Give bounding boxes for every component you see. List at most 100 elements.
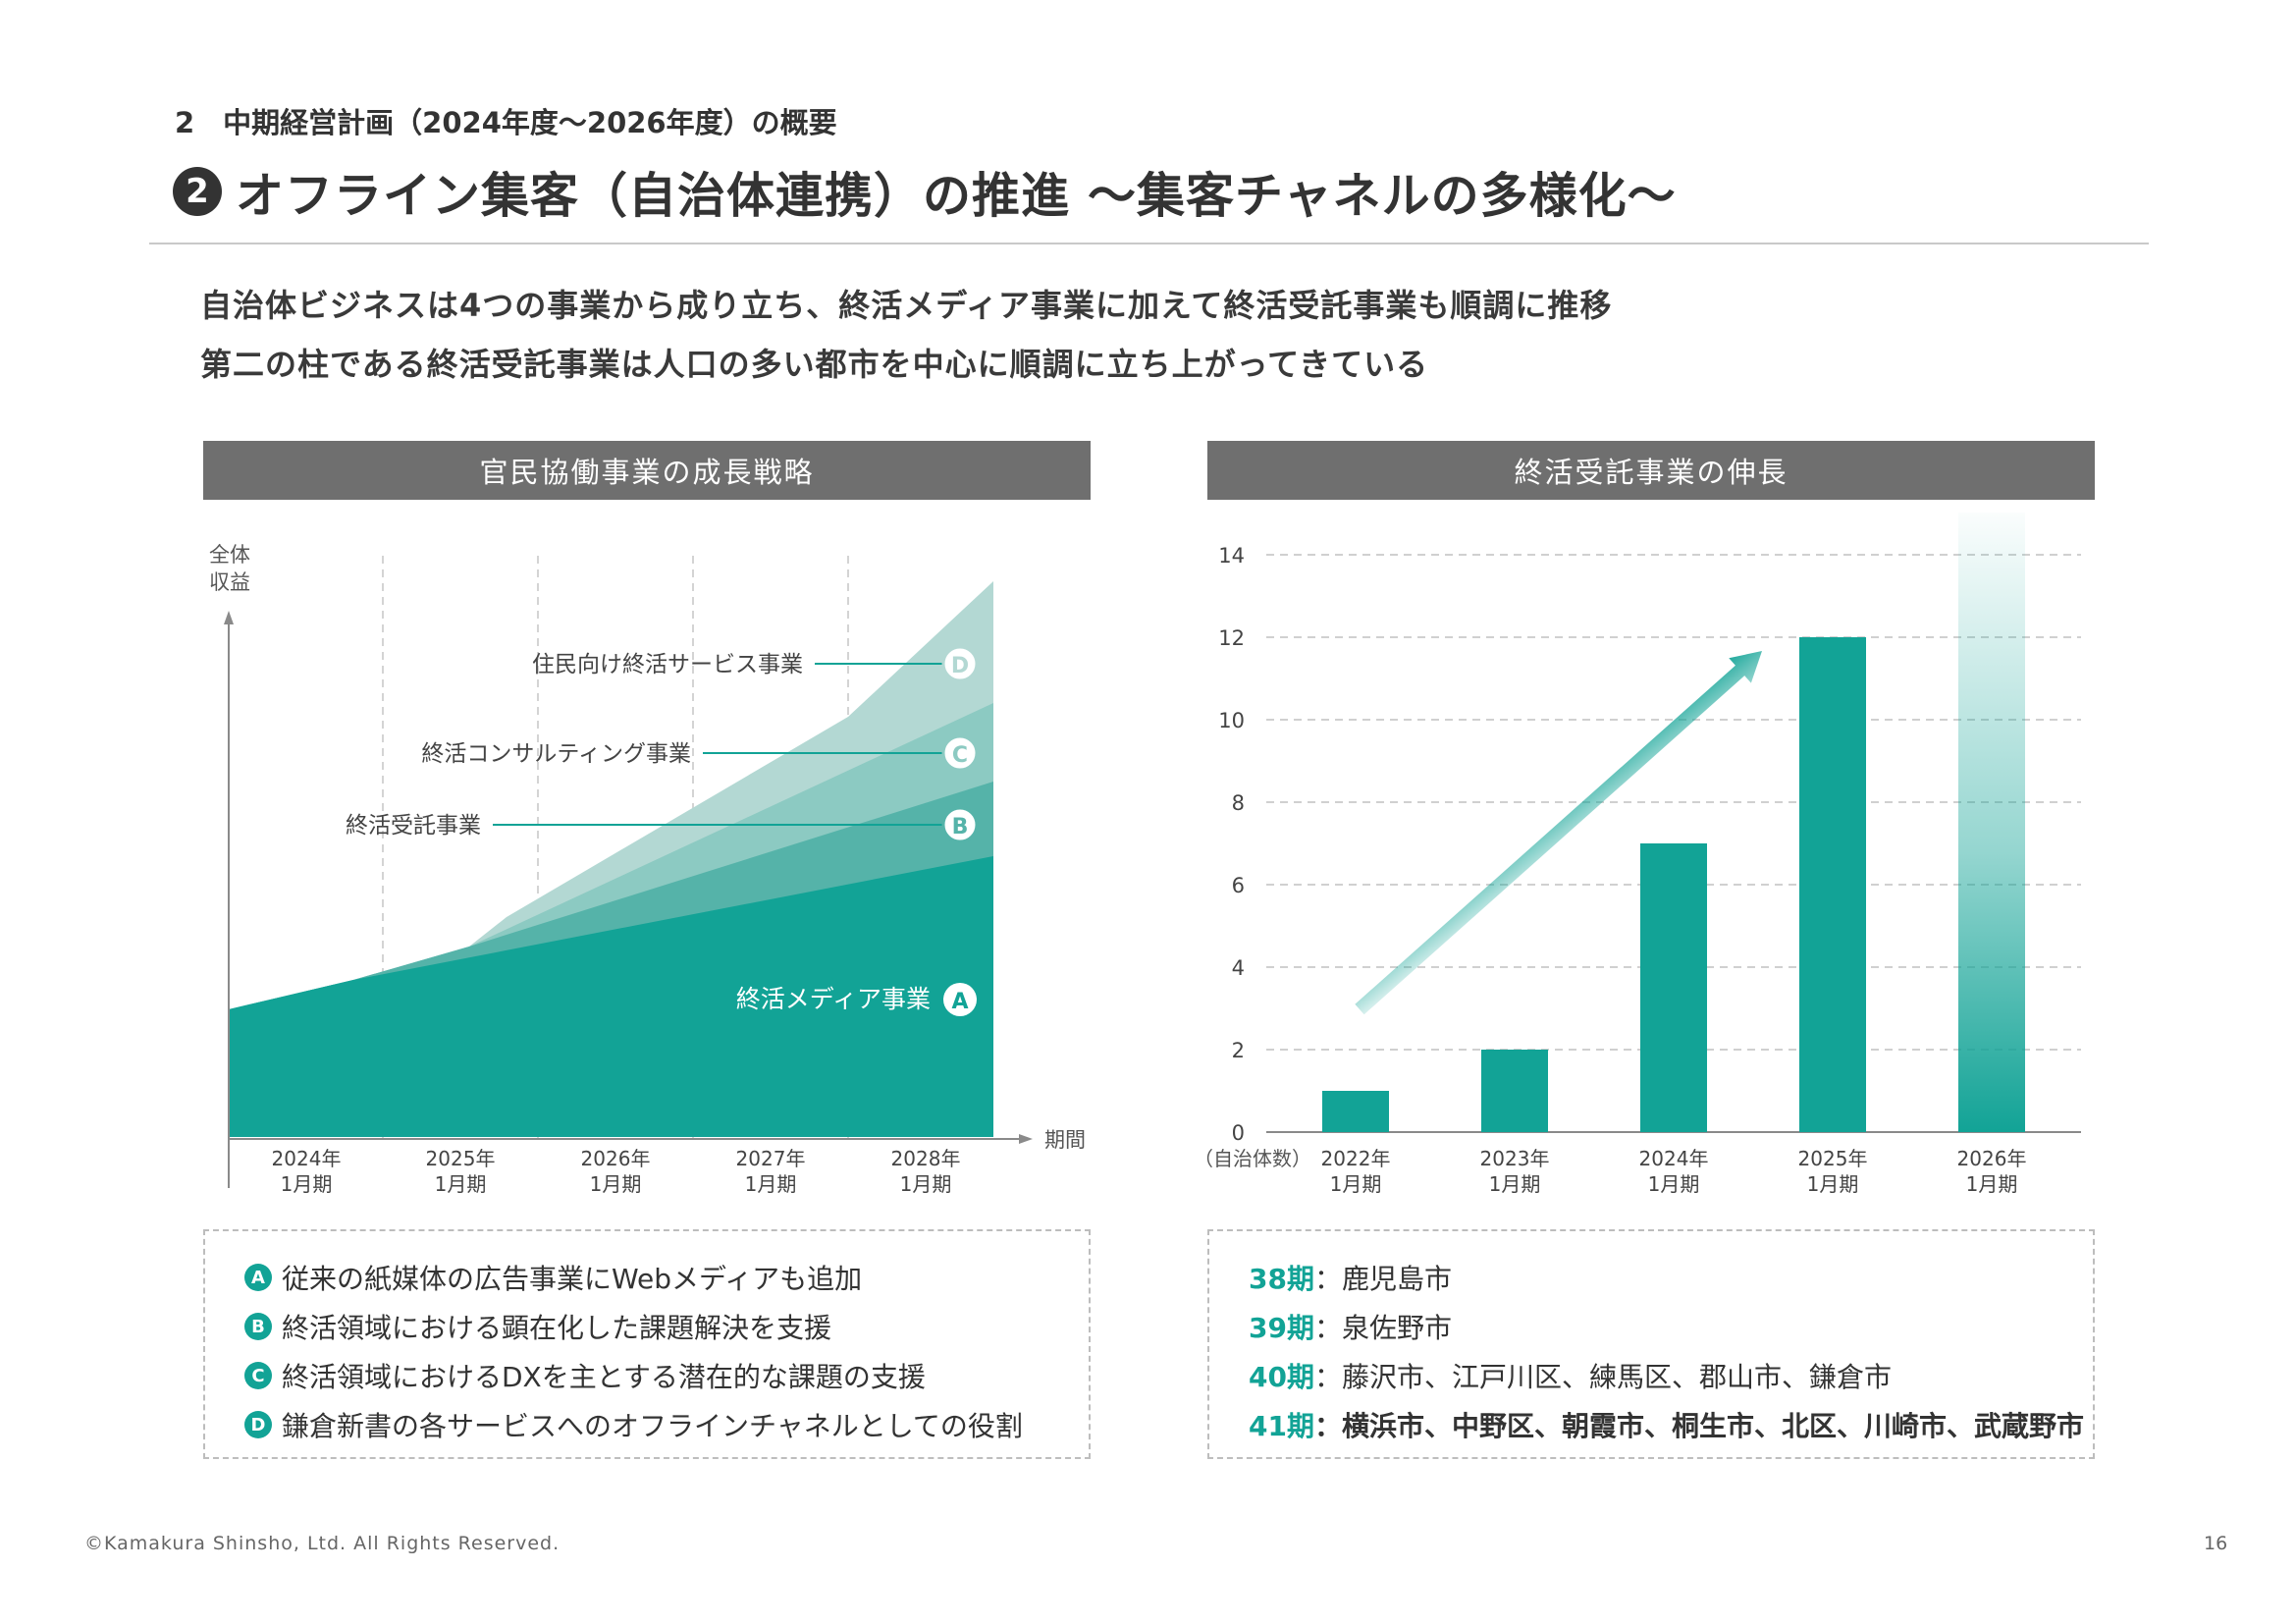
period-municipalities: 横浜市、中野区、朝霞市、桐生市、北区、川崎市、武蔵野市	[1341, 1410, 2084, 1442]
category-term-label: 1月期	[1330, 1172, 1382, 1196]
note-item-b: B 終活領域における顕在化した課題解決を支援	[244, 1302, 1089, 1351]
lead-text-2: 第二の柱である終活受託事業は人口の多い都市を中心に順調に立ち上がってきている	[200, 346, 1429, 383]
period-year-label: 2025年	[426, 1147, 496, 1170]
note-text-c: 終活領域におけるDXを主とする潜在的な課題の支援	[282, 1361, 926, 1393]
period-term-label: 1月期	[590, 1172, 642, 1196]
note-badge-a: A	[244, 1264, 272, 1291]
period-label: 38期	[1249, 1263, 1314, 1295]
callout-b: 終活受託事業 B	[346, 806, 979, 843]
period-label: 40期	[1249, 1361, 1314, 1393]
y-tick-labels: 0 2 4 6 8 10 12 14	[1218, 544, 1245, 1145]
category-year-label: 2024年	[1639, 1147, 1709, 1170]
page-title: オフライン集客（自治体連携）の推進 〜集客チャネルの多様化〜	[236, 167, 1677, 224]
period-municipalities: 藤沢市、江戸川区、練馬区、郡山市、鎌倉市	[1341, 1361, 1892, 1393]
title-divider	[149, 243, 2149, 244]
period-separator: ：	[1313, 1410, 1342, 1442]
callout-badge-d	[941, 645, 979, 682]
note-badge-b: B	[244, 1313, 272, 1340]
x-axis-label: 期間	[1044, 1128, 1086, 1152]
bar	[1640, 843, 1707, 1132]
category-term-label: 1月期	[1489, 1172, 1541, 1196]
period-labels: 2024年 1月期 2025年 1月期 2026年 1月期 2027年 1月期 …	[272, 1147, 961, 1196]
callout-badge-a	[943, 983, 977, 1016]
period-term-label: 1月期	[435, 1172, 487, 1196]
period-municipalities: 鹿児島市	[1341, 1263, 1452, 1295]
period-year-label: 2026年	[581, 1147, 651, 1170]
bar	[1322, 1091, 1389, 1132]
period-separator: ：	[1313, 1361, 1342, 1393]
note-item-a: A 従来の紙媒体の広告事業にWebメディアも追加	[244, 1253, 1089, 1302]
callout-a: 終活メディア事業 A	[736, 983, 977, 1016]
callout-key-d: D	[951, 654, 969, 678]
period-term-label: 1月期	[281, 1172, 333, 1196]
bar	[1799, 637, 1866, 1132]
trend-arrow	[1355, 650, 1763, 1015]
trend-arrow-shape	[1355, 650, 1763, 1015]
left-notes-box: A 従来の紙媒体の広告事業にWebメディアも追加 B 終活領域における顕在化した…	[203, 1229, 1091, 1459]
y-tick-label: 4	[1232, 956, 1245, 980]
callout-d: 住民向け終活サービス事業 D	[532, 645, 979, 682]
callout-key-a: A	[951, 990, 968, 1014]
callout-key-b: B	[952, 815, 969, 839]
note-item-c: C 終活領域におけるDXを主とする潜在的な課題の支援	[244, 1351, 1089, 1400]
category-term-label: 1月期	[1966, 1172, 2018, 1196]
note-text-b: 終活領域における顕在化した課題解決を支援	[282, 1312, 832, 1344]
right-notes-box: 38期 ： 鹿児島市 39期 ： 泉佐野市 40期 ： 藤沢市、江戸川区、練馬区…	[1207, 1229, 2095, 1459]
category-term-label: 1月期	[1807, 1172, 1859, 1196]
x-axis-arrow	[1019, 1134, 1033, 1144]
note-text-d: 鎌倉新書の各サービスへのオフラインチャネルとしての役割	[282, 1410, 1023, 1442]
callout-label-b: 終活受託事業	[346, 813, 481, 839]
period-separator: ：	[1313, 1263, 1342, 1295]
period-year-label: 2027年	[736, 1147, 806, 1170]
note-text-a: 従来の紙媒体の広告事業にWebメディアも追加	[282, 1263, 863, 1295]
page-number: 16	[2204, 1533, 2228, 1554]
left-panel-header: 官民協働事業の成長戦略	[203, 441, 1091, 500]
note-badge-c: C	[244, 1362, 272, 1389]
category-year-label: 2023年	[1480, 1147, 1550, 1170]
callout-key-c: C	[952, 743, 968, 768]
layer-a-area	[229, 856, 993, 1137]
callout-label-c: 終活コンサルティング事業	[421, 741, 691, 767]
period-municipalities: 泉佐野市	[1341, 1312, 1452, 1344]
callout-badge-b	[941, 806, 979, 843]
period-term-label: 1月期	[745, 1172, 797, 1196]
y-axis-label-2: 収益	[209, 570, 250, 594]
y-tick-label: 12	[1218, 626, 1245, 650]
period-item-39: 39期 ： 泉佐野市	[1249, 1302, 2093, 1351]
period-label: 39期	[1249, 1312, 1314, 1344]
page-title-row: 2 オフライン集客（自治体連携）の推進 〜集客チャネルの多様化〜	[173, 157, 1677, 226]
callout-label-d: 住民向け終活サービス事業	[532, 652, 803, 677]
y-tick-label: 8	[1232, 791, 1245, 815]
callout-badge-c	[941, 734, 979, 772]
period-separator: ：	[1313, 1312, 1342, 1344]
bars	[1322, 513, 2025, 1132]
y-axis-arrow	[224, 611, 234, 624]
period-item-40: 40期 ： 藤沢市、江戸川区、練馬区、郡山市、鎌倉市	[1249, 1351, 2093, 1400]
y-tick-label: 14	[1218, 544, 1245, 568]
period-year-label: 2028年	[891, 1147, 961, 1170]
note-item-d: D 鎌倉新書の各サービスへのオフラインチャネルとしての役割	[244, 1400, 1089, 1449]
period-year-label: 2024年	[272, 1147, 342, 1170]
y-unit-label: （自治体数）	[1194, 1147, 1311, 1170]
lead-text-1: 自治体ビジネスは4つの事業から成り立ち、終活メディア事業に加えて終活受託事業も順…	[200, 287, 1613, 324]
callout-label-a: 終活メディア事業	[736, 985, 931, 1013]
category-year-label: 2022年	[1321, 1147, 1391, 1170]
title-number-badge: 2	[173, 167, 222, 216]
right-panel-header: 終活受託事業の伸長	[1207, 441, 2095, 500]
y-axis-label-1: 全体	[209, 543, 250, 567]
category-year-label: 2026年	[1957, 1147, 2027, 1170]
period-label: 41期	[1249, 1410, 1314, 1442]
copyright-text: ©Kamakura Shinsho, Ltd. All Rights Reser…	[84, 1533, 561, 1554]
bar	[1481, 1050, 1548, 1132]
category-term-label: 1月期	[1648, 1172, 1700, 1196]
y-tick-label: 0	[1232, 1121, 1245, 1145]
y-tick-label: 6	[1232, 874, 1245, 897]
callout-c: 終活コンサルティング事業 C	[421, 734, 979, 772]
section-label: 2 中期経営計画（2024年度〜2026年度）の概要	[175, 106, 837, 139]
period-term-label: 1月期	[900, 1172, 952, 1196]
y-tick-label: 10	[1218, 709, 1245, 732]
category-year-label: 2025年	[1798, 1147, 1868, 1170]
